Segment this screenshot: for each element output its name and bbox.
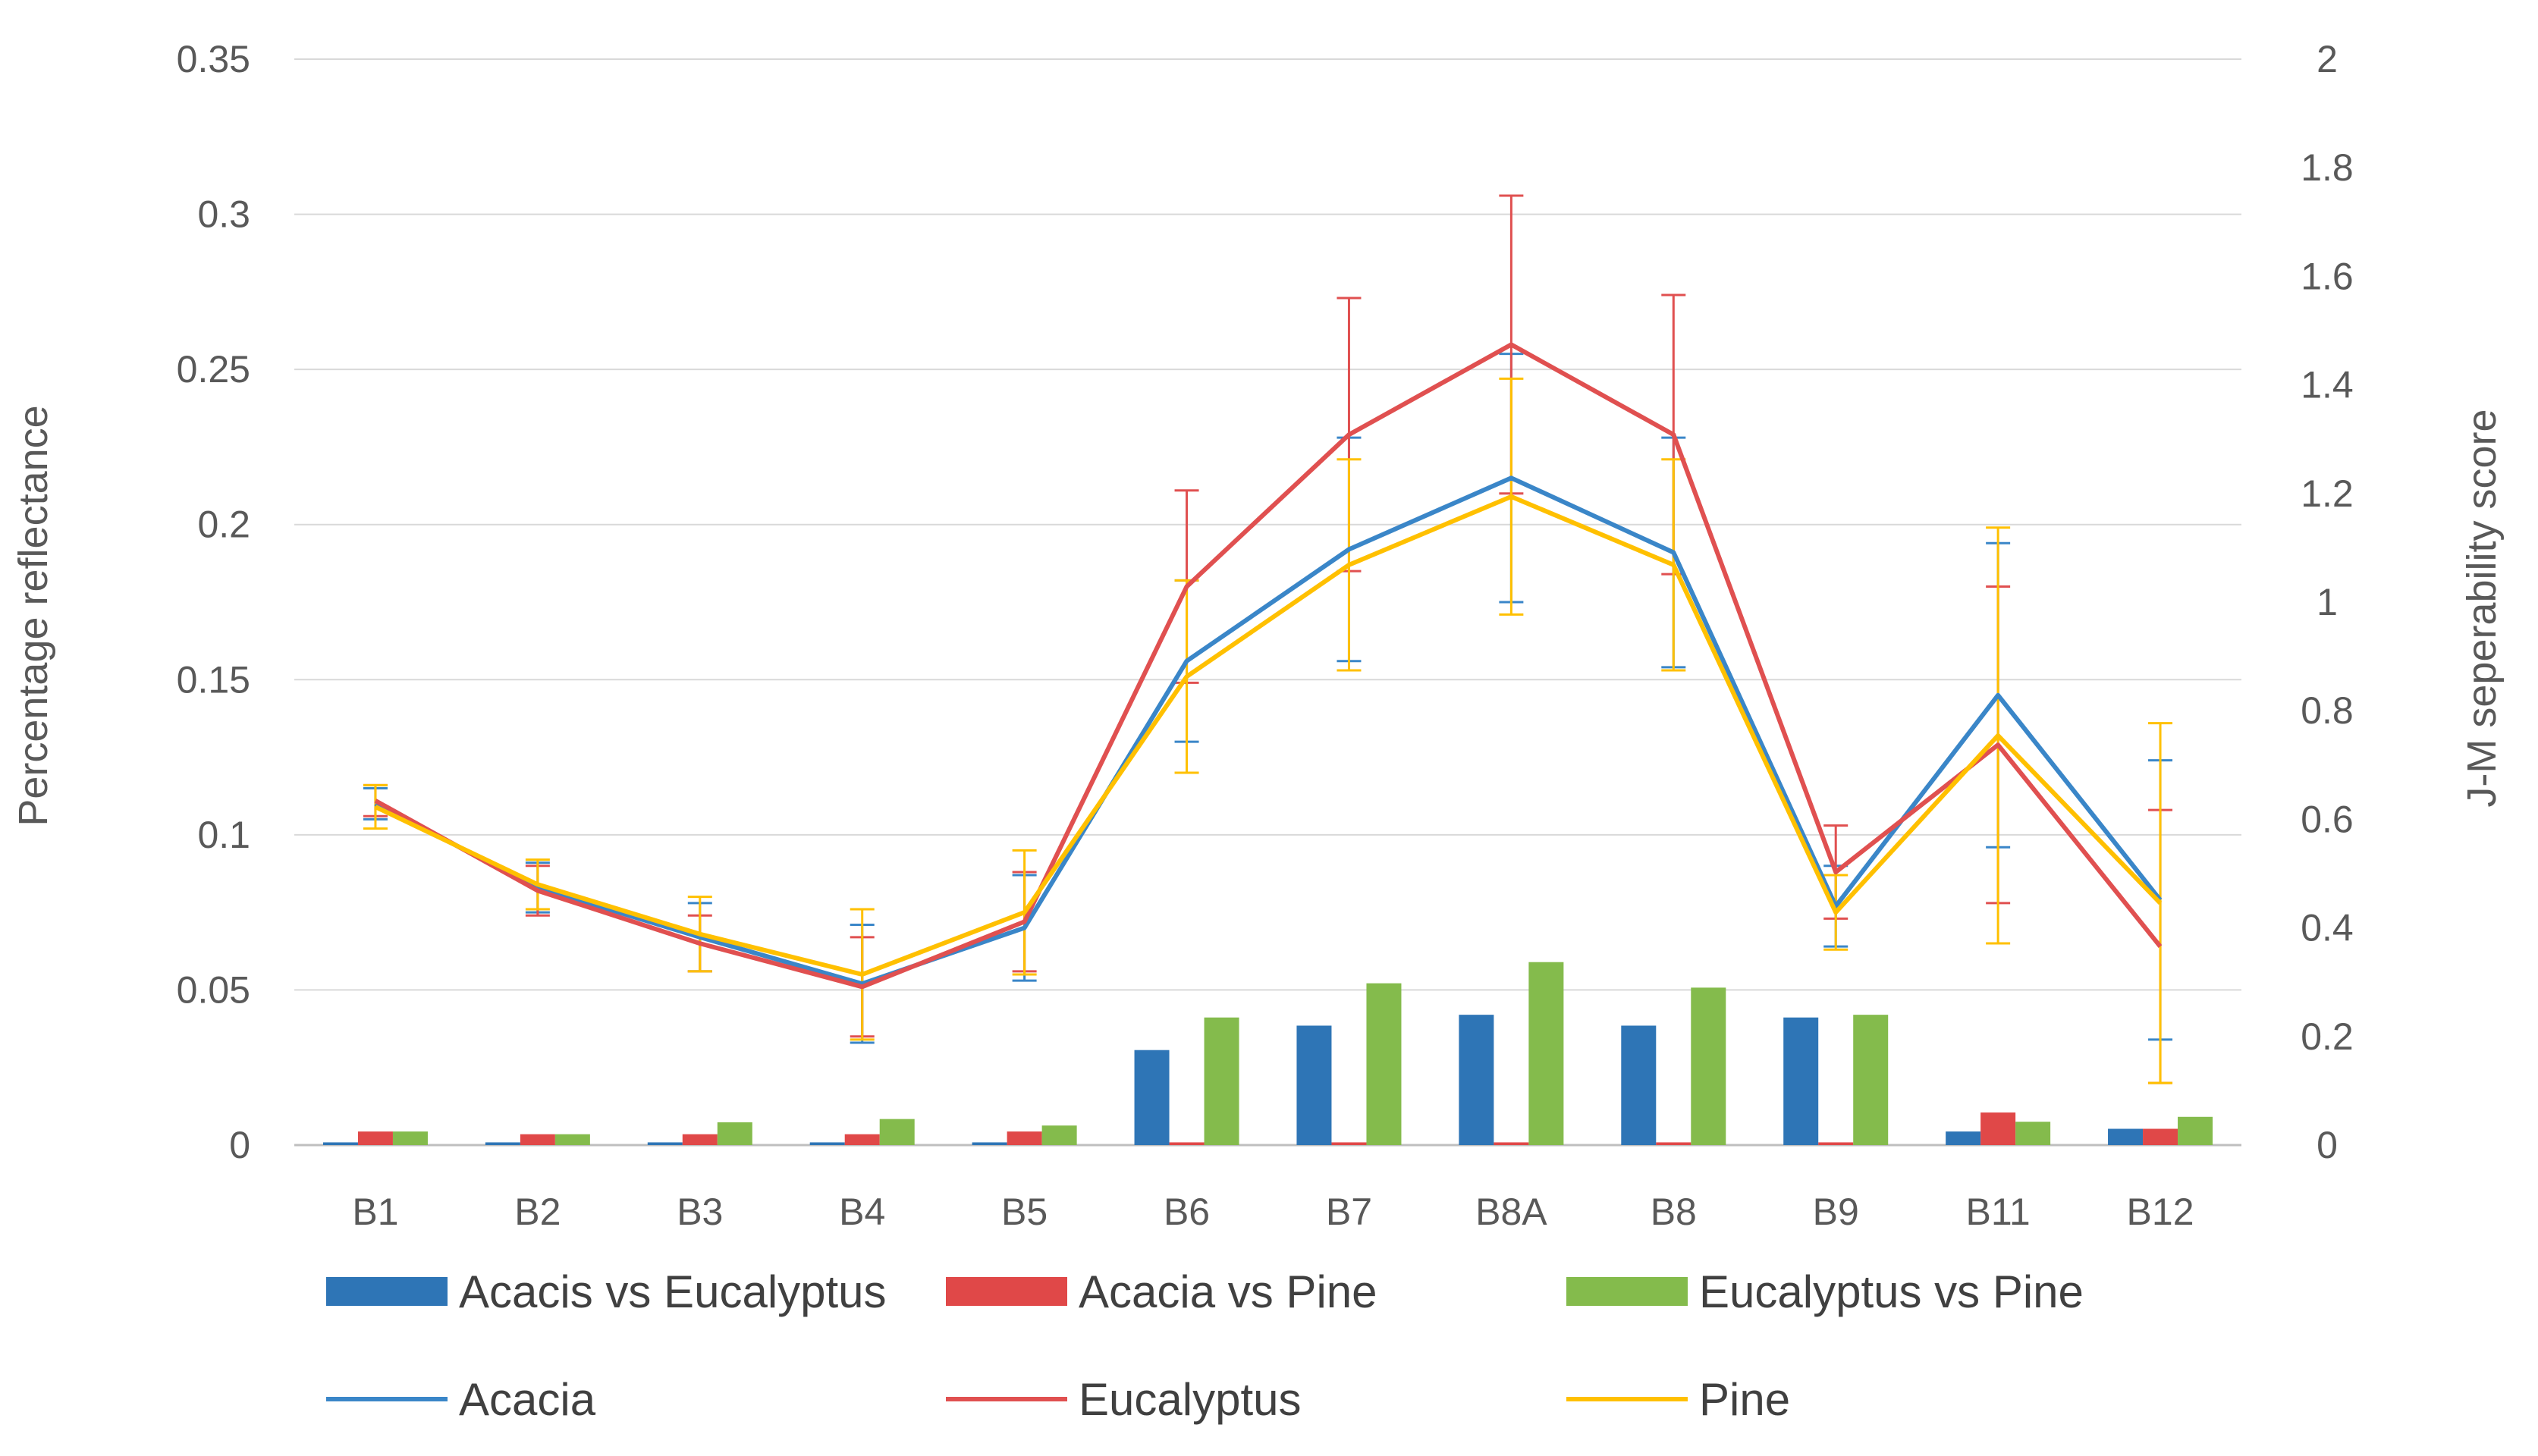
x-tick-label: B6 [1164,1191,1210,1233]
right-axis-title: J-M seperability score [2459,409,2505,807]
series-line [374,494,2163,977]
right-tick-label: 0.2 [2301,1015,2354,1058]
bar [520,1134,555,1145]
bar [1494,1142,1529,1145]
x-axis-ticks: B1 B2 B3 B4 B5 B6 B7 B8A B8 B9 B11 B12 [352,1191,2194,1233]
bar [647,1142,683,1145]
bar [357,1131,393,1145]
bar [1980,1112,2016,1145]
bar [879,1119,915,1145]
legend-label: Eucalyptus vs Pine [1699,1266,2084,1317]
bar [485,1142,520,1145]
legend-label: Eucalyptus [1079,1374,1302,1425]
bar-layer [322,962,2213,1145]
legend: Acacis vs Eucalyptus Acacia vs Pine Eucaly… [326,1266,2084,1425]
left-tick-label: 0.2 [197,504,250,546]
legend-label: Acacia [459,1374,596,1425]
bar [1946,1131,1981,1145]
legend-swatch [326,1277,448,1306]
bar [1528,962,1564,1145]
x-tick-label: B9 [1813,1191,1859,1233]
left-tick-label: 0.3 [197,193,250,236]
x-tick-label: B3 [677,1191,723,1233]
bar [1331,1142,1367,1145]
left-axis-title: Percentage reflectance [11,405,56,826]
legend-label: Acacia vs Pine [1079,1266,1377,1317]
bar [1134,1050,1170,1145]
bar [1621,1025,1657,1145]
legend-swatch [1566,1277,1688,1306]
bar [1691,987,1726,1145]
bar [972,1142,1007,1145]
right-tick-label: 1.6 [2301,255,2354,297]
right-axis-ticks: 0 0.2 0.4 0.6 0.8 1 1.2 1.4 1.6 1.8 2 [2301,38,2354,1166]
bar [1296,1025,1332,1145]
bar [717,1122,752,1145]
left-tick-label: 0.1 [197,814,250,856]
series-line [374,475,2163,987]
right-tick-label: 1 [2317,581,2338,623]
right-tick-label: 0.8 [2301,689,2354,732]
gridlines [294,58,2241,1147]
errorbar-layer [363,194,2173,1084]
x-tick-label: B4 [839,1191,885,1233]
left-tick-label: 0.35 [177,38,250,80]
bar [682,1134,718,1145]
right-tick-label: 0.6 [2301,798,2354,840]
right-tick-label: 0 [2317,1124,2338,1166]
bar [1169,1142,1205,1145]
line-layer [374,342,2163,990]
bar [1204,1017,1239,1145]
x-tick-label: B8 [1651,1191,1697,1233]
bar [1853,1015,1889,1145]
right-tick-label: 1.8 [2301,146,2354,189]
left-tick-label: 0.25 [177,348,250,391]
bar [1366,983,1402,1145]
bar [1783,1017,1819,1145]
x-tick-label: B11 [1965,1191,2030,1233]
x-tick-label: B1 [352,1191,398,1233]
bar [2015,1122,2051,1145]
legend-label: Pine [1699,1374,1790,1425]
left-tick-label: 0 [229,1124,250,1166]
bar [322,1142,358,1145]
right-tick-label: 1.2 [2301,472,2354,515]
bar [2178,1116,2213,1145]
legend-swatch [946,1277,1067,1306]
bar [1818,1142,1854,1145]
bar [2143,1128,2178,1145]
left-tick-label: 0.05 [177,968,250,1011]
right-tick-label: 2 [2317,38,2338,80]
x-tick-label: B12 [2127,1191,2194,1233]
legend-label: Acacis vs Eucalyptus [459,1266,887,1317]
bar [844,1134,880,1145]
right-tick-label: 1.4 [2301,364,2354,406]
bar [1007,1131,1042,1145]
x-tick-label: B2 [514,1191,561,1233]
bar [1656,1142,1691,1145]
x-tick-label: B8A [1475,1191,1547,1233]
right-tick-label: 0.4 [2301,907,2354,949]
bar [2108,1128,2144,1145]
x-tick-label: B5 [1001,1191,1048,1233]
bar [554,1134,590,1145]
bar [392,1131,428,1145]
bar [1041,1125,1077,1145]
bar [1459,1015,1494,1145]
left-axis-ticks: 0 0.05 0.1 0.15 0.2 0.25 0.3 0.35 [177,38,250,1166]
bar [809,1142,845,1145]
x-tick-label: B7 [1326,1191,1372,1233]
left-tick-label: 0.15 [177,658,250,701]
series-line [374,342,2163,990]
